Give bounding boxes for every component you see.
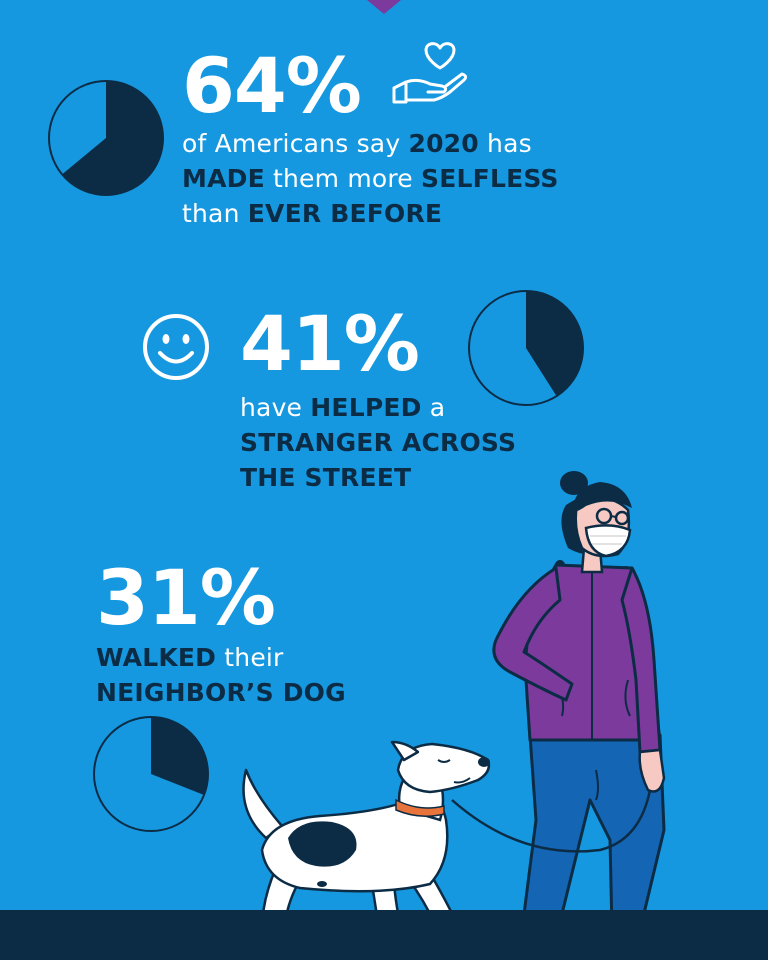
smiley-face-icon bbox=[143, 314, 209, 380]
stat-3-line-2: NEIGHBOR’S DOG bbox=[96, 675, 346, 710]
body-text: them more bbox=[264, 164, 422, 193]
stat-2-description: have HELPED a STRANGER ACROSS THE STREET bbox=[240, 390, 516, 495]
highlight-text: WALKED bbox=[96, 643, 217, 672]
heart-in-hand-icon bbox=[392, 42, 468, 104]
top-notch-marker bbox=[367, 0, 401, 14]
stat-2-line-3: THE STREET bbox=[240, 460, 516, 495]
body-text: has bbox=[478, 129, 532, 158]
stat-1-line-3: than EVER BEFORE bbox=[182, 196, 559, 231]
stat-3-line-1: WALKED their bbox=[96, 640, 346, 675]
stat-2-line-2: STRANGER ACROSS bbox=[240, 425, 516, 460]
body-text: a bbox=[421, 393, 446, 422]
pie-slice bbox=[151, 717, 208, 795]
stat-1-description: of Americans say 2020 has MADE them more… bbox=[182, 126, 559, 231]
pie-slice bbox=[62, 81, 163, 195]
highlight-text: EVER BEFORE bbox=[247, 199, 443, 228]
highlight-text: HELPED bbox=[310, 393, 422, 422]
body-text: have bbox=[240, 393, 311, 422]
stat-3-description: WALKED their NEIGHBOR’S DOG bbox=[96, 640, 346, 710]
stat-1-line-1: of Americans say 2020 has bbox=[182, 126, 559, 161]
highlight-text: THE STREET bbox=[240, 463, 412, 492]
pie-chart-3 bbox=[93, 716, 209, 832]
body-text: of Americans say bbox=[182, 129, 409, 158]
pie-chart-2 bbox=[468, 290, 584, 406]
body-text: their bbox=[216, 643, 284, 672]
highlight-text: NEIGHBOR’S DOG bbox=[96, 678, 346, 707]
ground-strip bbox=[0, 910, 768, 960]
dog-illustration bbox=[242, 740, 491, 938]
stat-1-value: 64% bbox=[182, 41, 362, 130]
body-text: than bbox=[182, 199, 248, 228]
highlight-text: STRANGER ACROSS bbox=[240, 428, 517, 457]
stat-3-value: 31% bbox=[96, 553, 276, 642]
pie-chart-1 bbox=[48, 80, 164, 196]
stat-1-line-2: MADE them more SELFLESS bbox=[182, 161, 559, 196]
highlight-text: SELFLESS bbox=[421, 164, 559, 193]
dog-leash bbox=[451, 789, 652, 853]
woman-illustration bbox=[492, 471, 686, 954]
highlight-text: 2020 bbox=[408, 129, 479, 158]
highlight-text: MADE bbox=[182, 164, 265, 193]
stat-2-value: 41% bbox=[240, 299, 420, 388]
stat-2-line-1: have HELPED a bbox=[240, 390, 516, 425]
pie-slice bbox=[526, 291, 583, 397]
